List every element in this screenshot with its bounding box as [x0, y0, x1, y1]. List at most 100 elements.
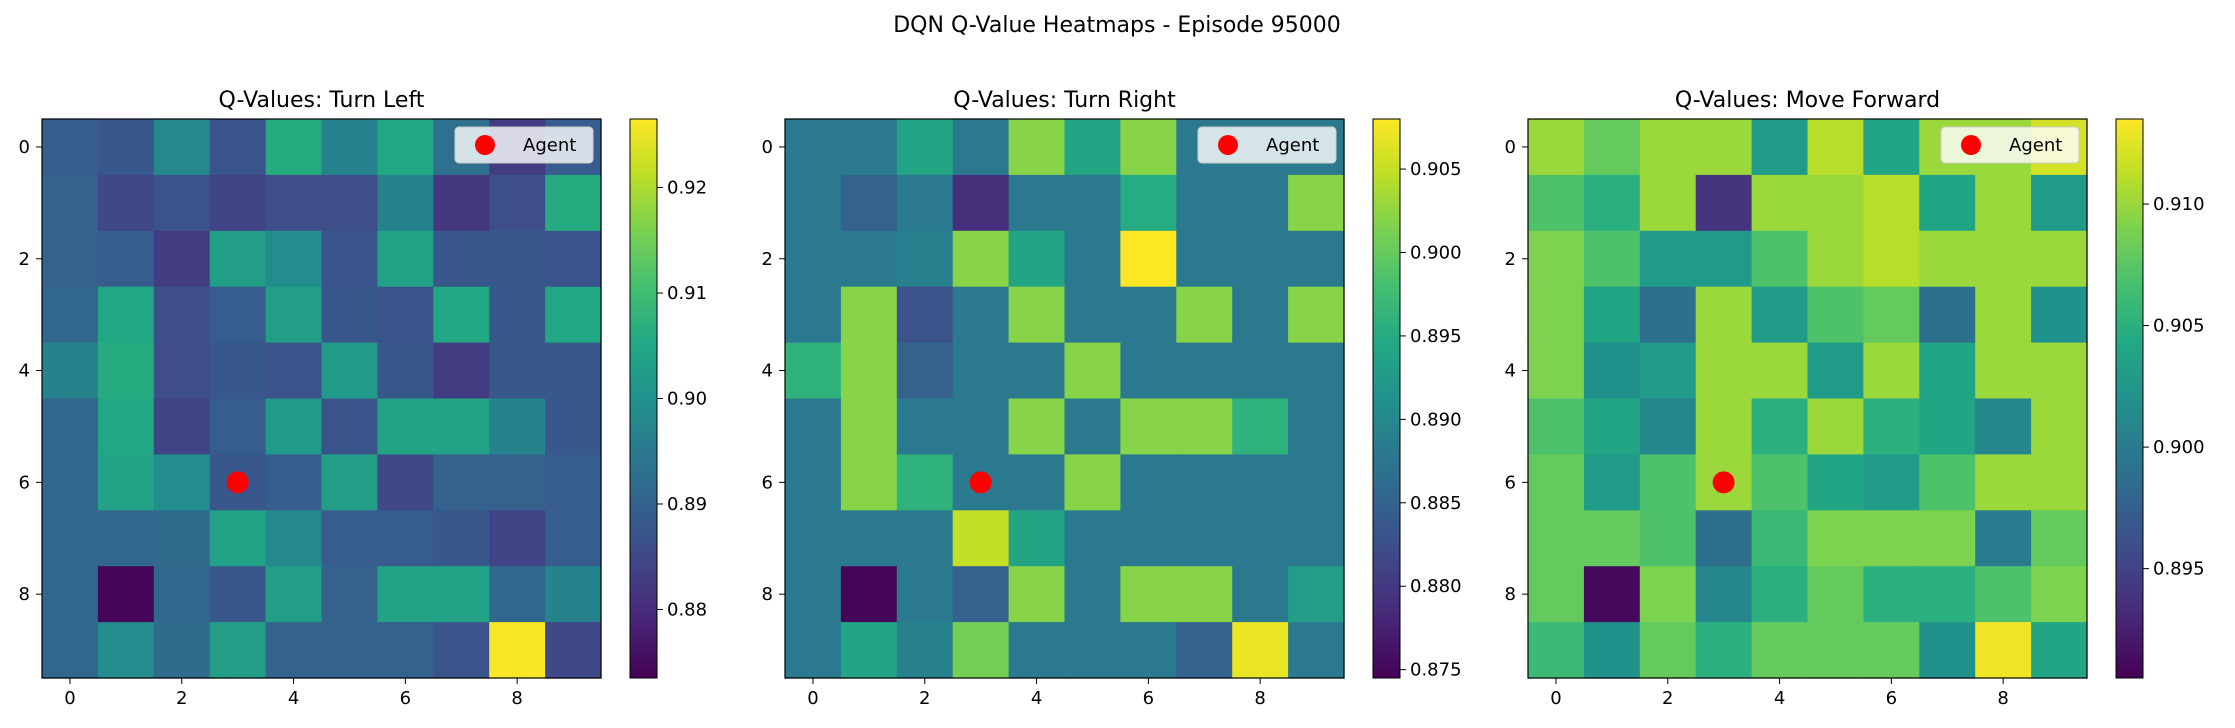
heatmap-cell — [489, 174, 546, 232]
heatmap-cell — [1863, 342, 1920, 400]
colorbar-tick-label: 0.900 — [2153, 437, 2205, 458]
heatmap-cell — [1008, 119, 1066, 176]
heatmap-cell — [42, 622, 99, 679]
heatmap-cell — [153, 566, 211, 623]
heatmap-cell — [952, 566, 1010, 623]
heatmap-cell — [1288, 566, 1345, 623]
heatmap-cell — [785, 510, 842, 567]
x-tick-label: 0 — [1550, 688, 1561, 709]
heatmap-cell — [1919, 510, 1976, 567]
heatmap-cell — [1919, 174, 1976, 232]
legend-box — [454, 126, 594, 164]
heatmap-cell — [97, 119, 155, 176]
heatmap-cell — [1288, 342, 1345, 400]
heatmap-cell — [1751, 119, 1809, 176]
heatmap-cell — [1975, 622, 2032, 679]
heatmap-cell — [545, 230, 602, 288]
heatmap-cell — [1695, 566, 1753, 623]
heatmap-cell — [1639, 119, 1697, 176]
heatmap-cell — [265, 119, 323, 176]
heatmap-cell — [1583, 510, 1641, 567]
heatmap-cell — [840, 174, 898, 232]
heatmap-cell — [1863, 622, 1920, 679]
heatmap-cell — [2031, 342, 2088, 400]
heatmap-cell — [952, 398, 1010, 455]
heatmap-cell — [1807, 454, 1864, 511]
heatmap-cell — [1751, 398, 1809, 455]
x-tick-label: 8 — [1997, 688, 2008, 709]
heatmap-cell — [785, 566, 842, 623]
heatmap-cell — [209, 566, 267, 623]
heatmap-cell — [321, 454, 378, 511]
heatmap-cell — [1232, 566, 1289, 623]
heatmap-cell — [1232, 174, 1289, 232]
heatmap-cell — [952, 510, 1010, 567]
heatmap-cell — [209, 342, 267, 400]
heatmap-cell — [97, 342, 155, 400]
legend-label: Agent — [1266, 135, 1319, 156]
heatmap-cell — [209, 230, 267, 288]
heatmap-cell — [1863, 510, 1920, 567]
heatmap-cell — [1232, 342, 1289, 400]
heatmap-cell — [209, 398, 267, 455]
heatmap-cell — [1232, 454, 1289, 511]
heatmap-cell — [1064, 286, 1121, 344]
heatmap-cell — [153, 119, 211, 176]
colorbar — [2115, 118, 2144, 679]
heatmap-cell — [97, 230, 155, 288]
heatmap-cell — [265, 230, 323, 288]
heatmap-cell — [1288, 230, 1345, 288]
heatmap-cell — [42, 342, 99, 400]
heatmap-cell — [1064, 398, 1121, 455]
heatmap-cell — [1751, 566, 1809, 623]
axes-frame — [1527, 118, 2088, 679]
heatmap-cell — [42, 119, 99, 176]
heatmap-cell — [489, 622, 546, 679]
heatmap-cell — [489, 230, 546, 288]
heatmap-cell — [1528, 510, 1585, 567]
heatmap-cell — [2031, 230, 2088, 288]
y-tick-label: 8 — [762, 584, 773, 605]
heatmap-cell — [1919, 454, 1976, 511]
heatmap-cell — [1064, 454, 1121, 511]
heatmap-cell — [1639, 286, 1697, 344]
heatmap-cell — [952, 119, 1010, 176]
colorbar-tick-label: 0.885 — [1410, 493, 1462, 514]
heatmap-cell — [785, 286, 842, 344]
heatmap-cell — [377, 342, 434, 400]
heatmap-cell — [153, 230, 211, 288]
heatmap-cell — [209, 119, 267, 176]
legend-agent-marker — [1961, 135, 1981, 155]
colorbar-tick-label: 0.91 — [667, 283, 707, 304]
heatmap-cell — [433, 174, 490, 232]
heatmap-cell — [153, 286, 211, 344]
heatmap-cell — [2031, 286, 2088, 344]
heatmap-cell — [2031, 622, 2088, 679]
heatmap-cell — [1975, 286, 2032, 344]
heatmap-cell — [377, 566, 434, 623]
heatmap-cell — [433, 398, 490, 455]
heatmap-cell — [433, 342, 490, 400]
y-tick-label: 2 — [762, 249, 773, 270]
heatmap-cell — [1695, 342, 1753, 400]
heatmap-cell — [896, 566, 954, 623]
heatmap-cell — [1583, 342, 1641, 400]
heatmap-cell — [42, 286, 99, 344]
heatmap-cell — [97, 622, 155, 679]
colorbar — [1372, 118, 1401, 679]
heatmap-cell — [1232, 622, 1289, 679]
heatmap-cell — [1583, 566, 1641, 623]
x-tick-label: 0 — [807, 688, 818, 709]
axes-frame — [784, 118, 1345, 679]
x-tick-label: 2 — [1662, 688, 1673, 709]
heatmap-cell — [321, 119, 378, 176]
heatmap-cell — [321, 174, 378, 232]
x-tick-label: 6 — [400, 688, 411, 709]
x-tick-label: 6 — [1143, 688, 1154, 709]
heatmap-cell — [840, 286, 898, 344]
heatmap-cell — [1583, 174, 1641, 232]
heatmap-panel-3: Q-Values: Move Forward 0 2 4 6 8 0 2 4 6 8 Agent 0.8… — [1505, 88, 2205, 709]
heatmap-cell — [1751, 454, 1809, 511]
heatmap-cell — [1863, 398, 1920, 455]
panel-title: Q-Values: Move Forward — [1675, 88, 1940, 113]
